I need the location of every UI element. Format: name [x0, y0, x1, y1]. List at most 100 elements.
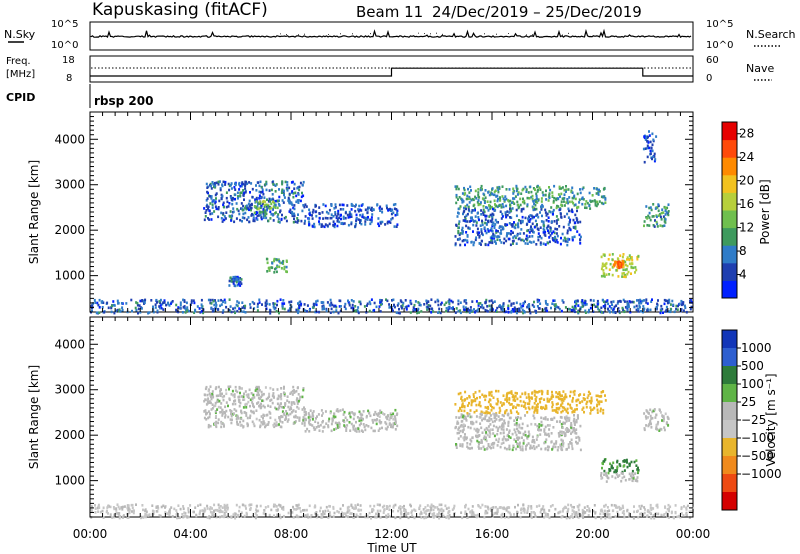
echo-cell: [396, 211, 399, 215]
echo-cell: [466, 220, 469, 223]
echo-cell: [243, 216, 246, 220]
echo-cell: [569, 390, 572, 394]
echo-cell: [468, 195, 471, 199]
echo-cell: [250, 214, 253, 217]
echo-cell: [497, 188, 500, 191]
echo-cell: [567, 443, 570, 446]
echo-cell: [500, 442, 503, 445]
echo-cell: [488, 411, 491, 415]
echo-cell: [205, 209, 208, 212]
echo-cell: [476, 515, 479, 518]
echo-cell: [654, 207, 657, 210]
echo-cell: [378, 415, 381, 418]
echo-cell: [132, 511, 135, 515]
echo-cell: [322, 419, 324, 423]
echo-cell: [457, 428, 460, 431]
echo-cell: [471, 300, 474, 303]
echo-cell: [330, 204, 333, 207]
echo-cell: [160, 505, 163, 509]
echo-cell: [558, 397, 561, 400]
echo-cell: [519, 302, 522, 306]
echo-cell: [211, 310, 214, 313]
echo-cell: [482, 417, 485, 420]
echo-cell: [555, 238, 558, 242]
echo-cell: [649, 308, 652, 312]
echo-cell: [359, 504, 362, 507]
echo-cell: [166, 512, 169, 515]
echo-cell: [645, 138, 647, 141]
echo-cell: [464, 424, 466, 427]
echo-cell: [487, 229, 490, 233]
echo-cell: [521, 308, 524, 312]
echo-cell: [487, 405, 489, 409]
echo-cell: [515, 301, 518, 305]
echo-cell: [534, 399, 537, 402]
echo-cell: [561, 406, 564, 409]
echo-cell: [357, 509, 360, 512]
echo-cell: [395, 225, 398, 228]
echo-cell: [467, 446, 470, 450]
echo-cell: [464, 299, 467, 302]
echo-cell: [574, 304, 577, 308]
echo-cell: [467, 414, 469, 418]
echo-cell: [321, 414, 323, 417]
echo-cell: [545, 306, 548, 310]
echo-cell: [296, 400, 299, 403]
echo-cell: [224, 411, 226, 415]
echo-cell: [541, 191, 544, 194]
echo-cell: [259, 213, 262, 217]
echo-cell: [239, 424, 242, 427]
echo-cell: [265, 182, 268, 186]
echo-cell: [483, 515, 486, 519]
echo-cell: [359, 213, 362, 217]
echo-cell: [490, 509, 493, 512]
echo-cell: [616, 257, 619, 260]
echo-cell: [432, 310, 435, 313]
nsearch-tick-top: 10^5: [706, 19, 733, 30]
echo-cell: [219, 406, 222, 409]
echo-cell: [291, 511, 294, 514]
echo-cell: [581, 400, 584, 403]
echo-cell: [295, 507, 298, 511]
echo-cell: [547, 229, 549, 232]
echo-cell: [311, 412, 314, 415]
echo-cell: [274, 199, 277, 203]
echo-cell: [209, 510, 212, 514]
echo-cell: [504, 223, 507, 227]
echo-cell: [175, 303, 178, 307]
echo-cell: [379, 310, 382, 313]
echo-cell: [140, 515, 143, 519]
echo-cell: [555, 232, 558, 235]
echo-cell: [263, 405, 266, 409]
echo-cell: [546, 391, 549, 395]
echo-cell: [586, 396, 589, 400]
echo-cell: [265, 212, 268, 216]
echo-cell: [354, 222, 357, 226]
echo-cell: [98, 506, 101, 509]
echo-cell: [185, 301, 188, 305]
echo-cell: [610, 503, 613, 507]
echo-cell: [253, 405, 255, 409]
echo-cell: [538, 504, 541, 508]
y-tick-label: 2000: [54, 223, 85, 237]
echo-cell: [578, 233, 581, 237]
echo-cell: [264, 424, 267, 428]
echo-cell: [666, 507, 669, 511]
echo-cell: [94, 511, 97, 514]
echo-cell: [548, 194, 551, 197]
echo-cell: [470, 513, 473, 517]
echo-cell: [267, 423, 270, 426]
echo-cell: [560, 430, 563, 434]
echo-cell: [210, 306, 213, 310]
echo-cell: [605, 266, 608, 270]
echo-cell: [638, 301, 641, 305]
echo-cell: [547, 231, 550, 235]
echo-cell: [466, 194, 469, 198]
echo-cell: [571, 444, 574, 448]
echo-cell: [125, 302, 128, 305]
echo-cell: [308, 414, 311, 417]
echo-cell: [571, 516, 574, 519]
echo-cell: [661, 224, 664, 228]
echo-cell: [566, 240, 569, 243]
echo-cell: [466, 516, 469, 519]
